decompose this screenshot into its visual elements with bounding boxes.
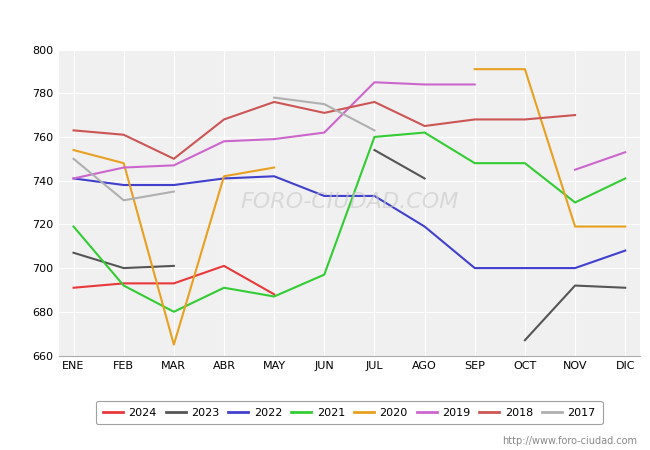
Text: FORO-CIUDAD.COM: FORO-CIUDAD.COM	[240, 193, 459, 212]
Text: Afiliados en Torrejoncillo a 31/5/2024: Afiliados en Torrejoncillo a 31/5/2024	[172, 14, 478, 33]
Legend: 2024, 2023, 2022, 2021, 2020, 2019, 2018, 2017: 2024, 2023, 2022, 2021, 2020, 2019, 2018…	[96, 401, 603, 424]
Text: http://www.foro-ciudad.com: http://www.foro-ciudad.com	[502, 436, 637, 446]
